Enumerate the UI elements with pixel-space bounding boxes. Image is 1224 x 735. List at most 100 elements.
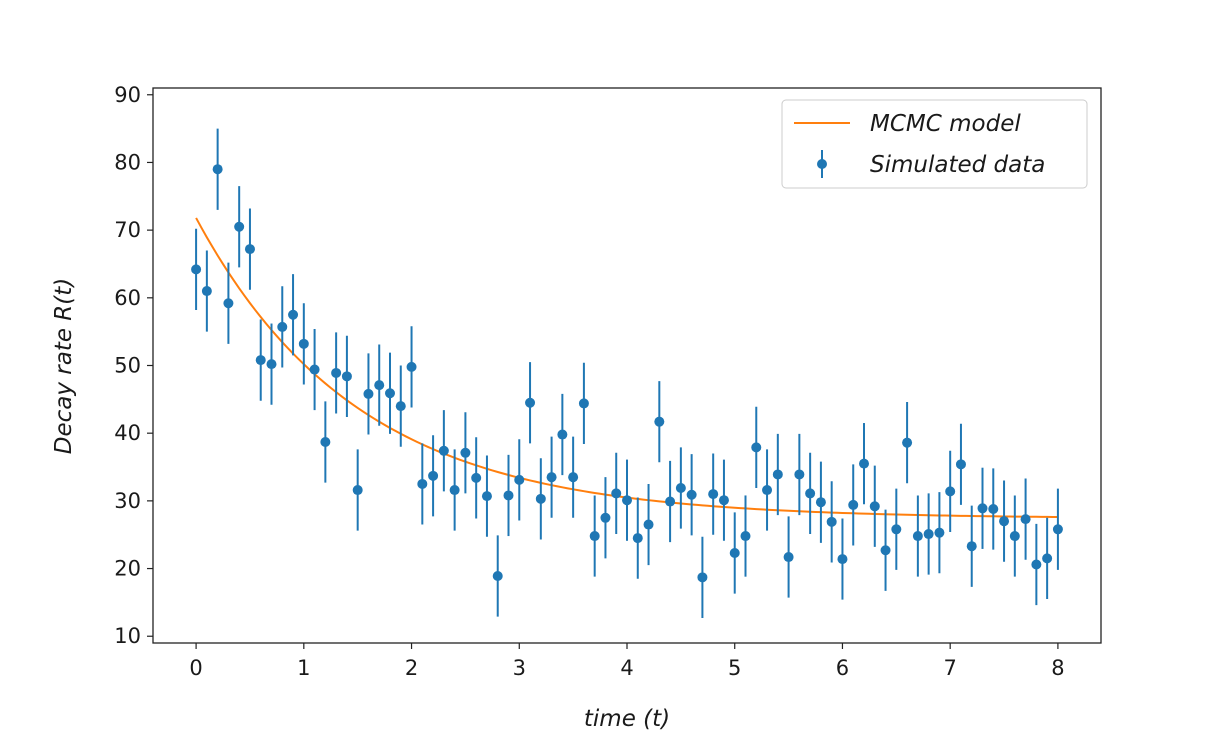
- data-point: [848, 499, 859, 510]
- data-point: [1009, 531, 1020, 542]
- data-point: [395, 401, 406, 412]
- data-point: [352, 485, 363, 496]
- data-point: [611, 488, 622, 499]
- data-point: [191, 264, 202, 275]
- data-point: [859, 458, 869, 469]
- data-point: [675, 483, 686, 494]
- data-point: [902, 437, 913, 448]
- data-point: [762, 485, 773, 496]
- data-point: [514, 474, 525, 485]
- data-point: [578, 398, 589, 409]
- data-point: [460, 447, 471, 458]
- data-point: [492, 570, 503, 581]
- data-point: [363, 388, 374, 399]
- y-axis: 10 20 30 40 50 60 70 80 90: [114, 83, 153, 648]
- data-point: [298, 338, 309, 349]
- data-point: [632, 533, 643, 544]
- legend-data-swatch-marker: [817, 159, 827, 169]
- data-point: [686, 489, 697, 500]
- data-point: [934, 527, 945, 538]
- data-point: [923, 529, 934, 540]
- y-tick-label: 10: [114, 624, 141, 648]
- data-point: [772, 469, 783, 480]
- data-point: [309, 364, 320, 375]
- data-point: [783, 552, 794, 563]
- data-point: [288, 309, 299, 320]
- y-tick-label: 40: [114, 421, 141, 445]
- data-point: [535, 493, 546, 504]
- x-tick-label: 7: [943, 656, 956, 680]
- data-point: [428, 470, 439, 481]
- x-tick-label: 4: [620, 656, 633, 680]
- data-point: [449, 485, 460, 496]
- y-tick-label: 60: [114, 286, 141, 310]
- y-tick-label: 30: [114, 489, 141, 513]
- data-point: [643, 519, 654, 530]
- data-point: [244, 244, 255, 255]
- data-points-layer: [191, 128, 1063, 618]
- data-point: [481, 491, 492, 502]
- y-tick-label: 20: [114, 557, 141, 581]
- data-point: [751, 442, 762, 453]
- y-axis-label: Decay rate R(t): [51, 278, 77, 455]
- data-point: [525, 397, 536, 408]
- data-point: [438, 445, 449, 456]
- data-point: [1042, 553, 1053, 564]
- data-point: [955, 459, 966, 470]
- data-point: [471, 472, 482, 483]
- data-point: [891, 524, 902, 535]
- data-point: [869, 501, 880, 512]
- x-tick-label: 8: [1051, 656, 1064, 680]
- data-point: [654, 416, 665, 427]
- data-point: [503, 490, 514, 501]
- data-point: [557, 429, 568, 440]
- y-tick-label: 90: [114, 83, 141, 107]
- data-point: [880, 545, 891, 556]
- data-point: [417, 478, 428, 489]
- y-tick-label: 80: [114, 150, 141, 174]
- data-point: [255, 355, 266, 366]
- data-point: [331, 367, 342, 378]
- data-point: [999, 516, 1010, 527]
- y-tick-label: 70: [114, 218, 141, 242]
- data-point: [546, 472, 557, 483]
- data-point: [805, 488, 816, 499]
- x-tick-label: 3: [513, 656, 526, 680]
- data-point: [374, 380, 385, 391]
- data-point: [568, 472, 579, 483]
- data-point: [234, 221, 245, 232]
- legend: MCMC model Simulated data: [781, 99, 1088, 189]
- data-point: [665, 496, 676, 507]
- data-point: [794, 469, 805, 480]
- data-point: [385, 388, 395, 399]
- data-point: [1020, 514, 1031, 525]
- legend-model-label: MCMC model: [870, 111, 1021, 137]
- data-point: [212, 164, 223, 175]
- data-point: [966, 541, 977, 552]
- data-point: [1052, 524, 1063, 535]
- data-point: [837, 554, 848, 565]
- data-point: [718, 495, 729, 506]
- data-point: [815, 497, 826, 508]
- data-point: [266, 359, 277, 370]
- data-point: [406, 361, 417, 372]
- x-tick-label: 0: [189, 656, 202, 680]
- legend-box: [781, 99, 1088, 189]
- data-point: [729, 547, 740, 558]
- data-point: [277, 321, 288, 332]
- data-point: [697, 572, 708, 583]
- x-axis-label: time (t): [584, 706, 670, 732]
- data-point: [977, 503, 988, 514]
- x-tick-label: 2: [405, 656, 418, 680]
- data-point: [223, 298, 234, 309]
- y-tick-label: 50: [114, 354, 141, 378]
- data-point: [622, 495, 632, 506]
- x-axis: 0 1 2 3 4 5 6 7 8: [189, 643, 1065, 680]
- data-point: [589, 531, 600, 542]
- data-point: [600, 512, 611, 523]
- data-point: [708, 489, 719, 500]
- data-point: [945, 486, 956, 497]
- data-point: [320, 436, 331, 447]
- x-tick-label: 5: [728, 656, 741, 680]
